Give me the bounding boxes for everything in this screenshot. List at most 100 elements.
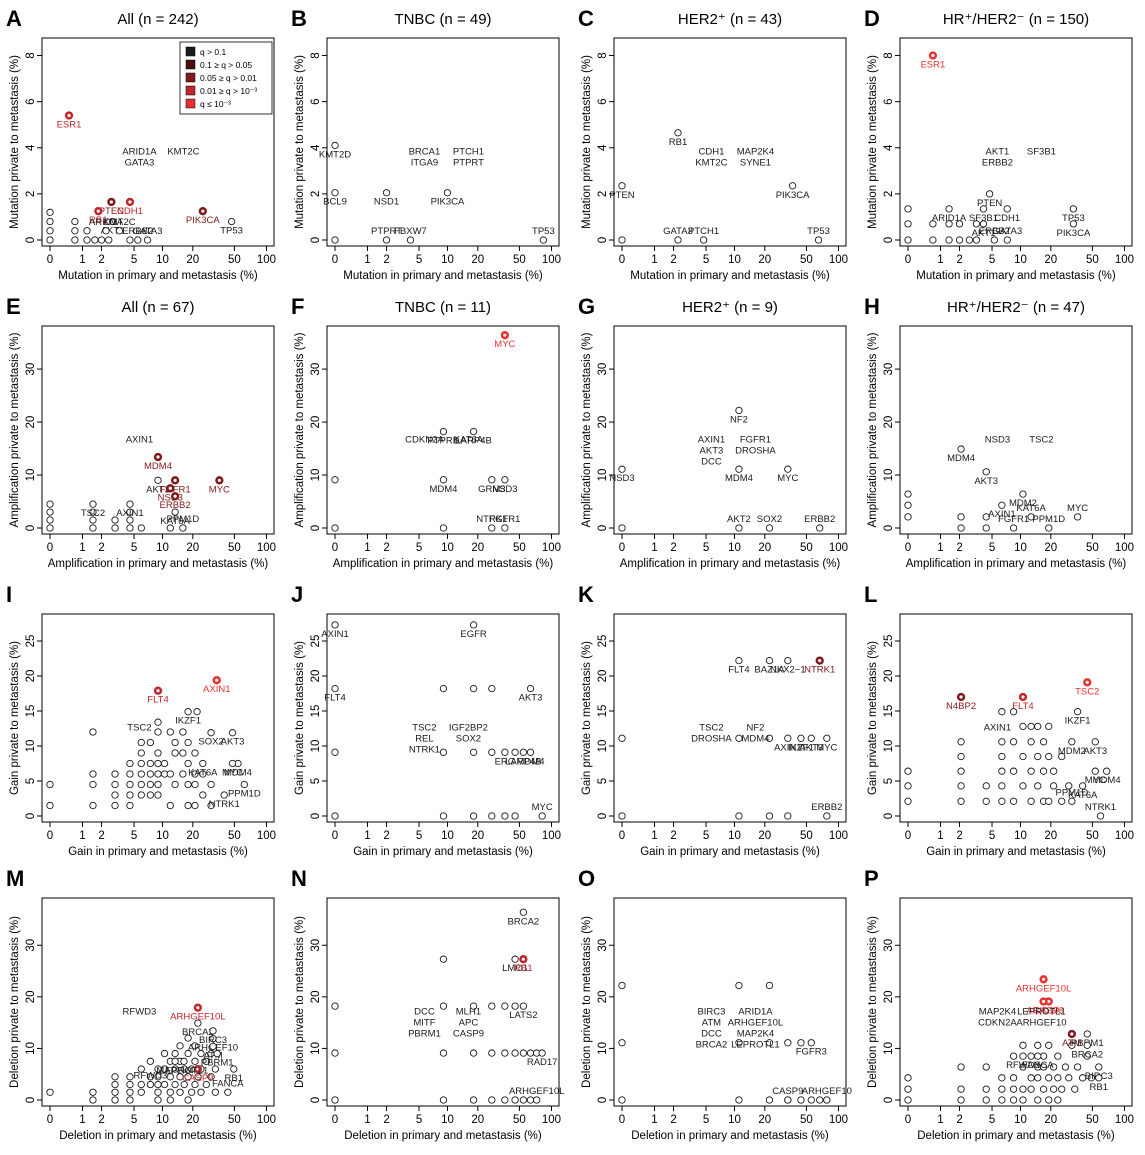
data-point [137,770,145,778]
y-axis-label: Amplification private to metastasis (%) [294,332,306,527]
data-point [331,812,339,820]
gene-label: PPM1D [228,789,261,800]
data-point [184,1049,192,1058]
panel-letter: N [291,866,307,891]
y-axis-label: Gain private to metastasis (%) [581,641,593,795]
x-tick-label: 10 [441,254,454,266]
data-point [46,801,54,810]
x-tick-label: 20 [471,254,484,266]
y-tick-label: 0 [597,525,609,531]
data-point [331,621,339,629]
data-point-center [173,478,177,482]
data-point [1049,767,1058,775]
gene-label: IKZF1 [788,742,814,753]
x-tick-label: 10 [441,830,454,842]
gene-label-extra: MAP2K4 [737,146,775,157]
data-point [184,759,192,768]
data-point [227,217,236,226]
gene-label-extra: ARID1A [738,1006,773,1017]
x-tick-label: 1 [651,830,657,842]
data-point [126,508,134,516]
panel-title: All (n = 67) [122,299,195,316]
y-tick-label: 5 [597,778,609,784]
data-point [1019,782,1027,790]
data-point [171,1065,179,1073]
data-point [209,1034,217,1043]
data-point [331,1002,339,1010]
gene-label-extra: TSC2 [412,722,436,733]
gene-label: PPM1D [1032,514,1065,525]
gene-label: KMT2C [103,217,135,228]
gene-label: PTPRD [427,436,459,447]
data-point [111,791,119,799]
x-tick-label: 10 [1014,542,1027,554]
y-tick-label: 25 [310,635,322,648]
data-point [469,812,478,820]
data-point-center [1070,1032,1074,1036]
y-tick-label: 8 [310,52,322,58]
data-point [998,1074,1006,1082]
data-point [171,1080,179,1089]
data-point [1045,752,1053,761]
panel-letter: I [6,582,12,607]
y-tick-label: 10 [25,740,37,753]
data-point [91,236,99,244]
x-tick-label: 1 [79,830,85,842]
data-point [972,236,981,244]
y-tick-label: 0 [883,525,895,531]
gene-label: BAZ1A [754,665,785,676]
gene-label: AXIN1 [774,742,801,753]
gene-label-extra: DCC [701,1028,722,1039]
data-point [71,227,79,235]
x-tick-label: 2 [956,1114,962,1126]
y-axis-label: Amplification private to metastasis (%) [581,332,593,527]
data-point [89,508,97,516]
data-point-center [109,200,113,204]
data-point [213,1049,221,1058]
panel-title: HR⁺/HER2⁻ (n = 47) [947,299,1085,316]
gene-label: MDM4 [725,473,753,484]
gene-label: ATM [203,1050,222,1061]
data-point [618,182,626,190]
gene-label-extra: KAT6A [454,434,484,445]
gene-label: AKT1 [972,228,996,239]
gene-label: MDM4 [1093,775,1121,786]
data-point [1058,1085,1066,1093]
y-axis-label: Gain private to metastasis (%) [9,641,21,795]
data-point [807,1039,815,1047]
y-tick-label: 15 [25,705,37,718]
data-point [957,524,965,532]
gene-label: AKT2 [727,514,751,525]
x-tick-label: 2 [383,254,389,266]
gene-label: PPM1D [167,514,200,525]
data-point [1054,1096,1062,1104]
data-point [126,1073,134,1081]
x-tick-label: 5 [416,1114,422,1126]
gene-label-extra: MAP2K4 [737,1028,775,1039]
gene-label: SF3B1 [969,213,998,224]
x-tick-label: 5 [703,1114,709,1126]
data-point [126,236,134,244]
gene-label: NF2 [730,414,748,425]
y-tick-label: 5 [25,778,37,784]
data-point [108,217,117,226]
x-tick-label: 0 [47,1114,53,1126]
x-tick-label: 2 [956,254,962,266]
y-tick-label: 6 [597,98,609,104]
y-axis-label: Deletion private to metastasis (%) [9,916,21,1088]
x-tick-label: 20 [758,542,771,554]
y-tick-label: 4 [883,144,895,151]
gene-label: LARP4B [505,756,541,767]
data-point [111,1080,119,1089]
data-point [511,1049,519,1057]
y-tick-label: 10 [597,469,609,482]
gene-label: GATA3 [663,226,693,237]
data-point [154,1073,162,1081]
data-point [179,728,187,736]
data-point [146,1080,155,1089]
data-point [1071,1085,1079,1093]
gene-label-extra: KMT2C [695,157,727,168]
gene-label: NSD3 [492,484,517,495]
x-tick-label: 100 [542,830,561,842]
panel-D: D HR⁺/HER2⁻ (n = 150) 0 1 2 5 10 20 50 100 0 2 4 6 8 Mu… [864,6,1134,282]
